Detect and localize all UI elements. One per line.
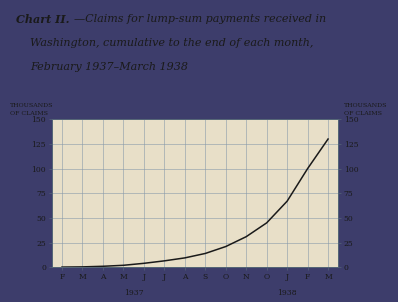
Text: —Claims for lump-sum payments received in: —Claims for lump-sum payments received i… [74,14,326,24]
Text: OF CLAIMS: OF CLAIMS [10,111,48,116]
Text: 1938: 1938 [277,289,297,297]
Text: OF CLAIMS: OF CLAIMS [344,111,382,116]
Text: 1937: 1937 [124,289,143,297]
Text: THOUSANDS: THOUSANDS [344,103,388,108]
Text: February 1937–March 1938: February 1937–March 1938 [30,62,188,72]
Text: THOUSANDS: THOUSANDS [10,103,53,108]
Text: Washington, cumulative to the end of each month,: Washington, cumulative to the end of eac… [30,38,313,48]
Text: Chart II.: Chart II. [16,14,69,24]
